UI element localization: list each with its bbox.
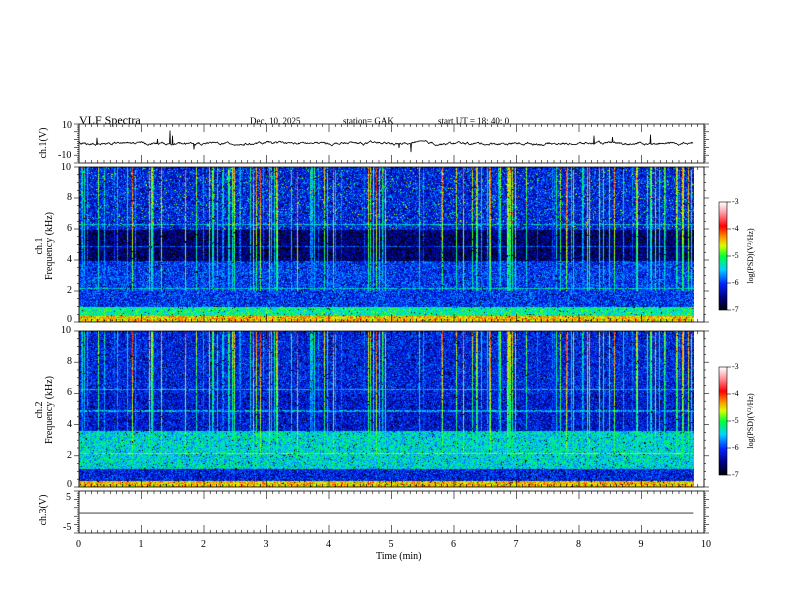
spec1-ytick-label: 2 [67,285,72,296]
spec2-ytick-label: 8 [67,356,72,368]
spec2-ytick-label: 2 [67,449,72,461]
ch2-spec-ylabel: ch.2 Frequency (kHz) [34,360,57,460]
colorbar-tick-label: -5 [732,416,739,425]
colorbar-frame [718,366,728,476]
colorbar-tick-label: -3 [732,197,739,206]
spec1-ytick-label: 0 [67,314,72,325]
colorbar-tick-label: -7 [732,470,739,479]
colorbar-tick-label: -6 [732,443,739,452]
x-tick-label: 5 [388,539,394,550]
colorbar-tick-label: -6 [732,278,739,287]
ch1-trace [78,130,694,153]
colorbar-tick-label: -3 [732,362,739,371]
ch1-spectrogram [79,167,694,322]
colorbar-tick-label: -4 [732,224,739,233]
spec2-ytick-label: 4 [67,418,72,430]
ch3-ytick-label: -5 [63,522,72,533]
ch2-spectrogram [79,331,694,487]
spec2-ytick-label: 0 [67,479,72,490]
x-tick-label: 8 [576,539,581,550]
ch1-spec-ylabel-line2: Frequency (kHz) [44,211,55,281]
ch2-colorbar-label: log(PSD)(V²/Hz) [746,393,755,449]
x-tick-label: 4 [326,539,331,550]
ch2-spec-ylabel-line2: Frequency (kHz) [44,375,55,445]
x-axis-label: Time (min) [376,551,422,562]
station-label: station= GAK [343,116,394,126]
spec1-ytick-label: 8 [67,192,72,203]
ch3-ytick-label: 5 [66,492,71,503]
spec2-ytick-label: 6 [67,387,72,399]
spec2-ytick-label: 10 [61,325,71,336]
panel-frame-2 [78,330,705,488]
x-tick-label: 0 [76,539,81,550]
x-tick-label: 3 [263,539,269,550]
colorbar-tick-label: -5 [732,251,739,260]
x-tick-label: 2 [201,539,206,550]
ch3-ylabel: ch.3(V) [38,494,49,526]
spec1-ytick-label: 10 [61,162,71,173]
spec1-ytick-label: 6 [67,223,72,234]
x-tick-label: 10 [701,539,711,550]
ch1-colorbar-label: log(PSD)(V²/Hz) [746,228,755,284]
spec1-ytick-label: 4 [67,254,72,265]
colorbar-tick-label: -4 [732,389,739,398]
x-tick-label: 7 [513,539,519,550]
x-tick-label: 6 [451,539,456,550]
ch1-ytick-label: -10 [58,150,72,161]
ch1-colorbar [719,202,727,310]
x-tick-label: 1 [138,539,144,550]
ch2-colorbar [719,367,727,475]
ch1-ylabel: ch.1(V) [38,127,49,159]
ch1-spec-ylabel: ch.1 Frequency (kHz) [34,196,57,296]
date-label: Dec. 10, 2025 [250,116,301,126]
colorbar-tick-label: -7 [732,305,739,314]
start-time-label: start UT = 18: 40: 0 [438,116,510,126]
colorbar-frame [718,201,728,311]
ch1-ytick-label: 10 [62,120,72,131]
figure-title: VLF Spectra [79,113,141,127]
panel-frame-1 [78,166,705,323]
x-tick-label: 9 [638,539,644,550]
